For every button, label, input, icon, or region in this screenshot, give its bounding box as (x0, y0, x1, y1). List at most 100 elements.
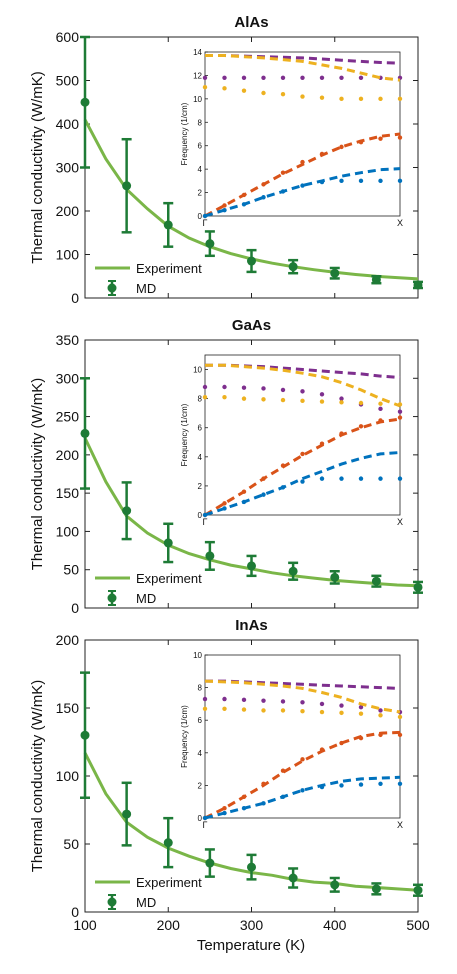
y-axis-label: Thermal conductivity (W/mK) (29, 71, 46, 264)
y-tick-label: 250 (56, 409, 80, 425)
legend: Experiment MD (95, 261, 202, 296)
inset-phonon-dispersion: 0 2 4 6 8 10 Γ X Frequency (1/cm) (180, 354, 403, 527)
y-tick-label: 200 (56, 632, 80, 648)
md-point (205, 551, 215, 561)
inset-md-dot (241, 192, 247, 198)
inset-y-axis-label: Frequency (1/cm) (180, 705, 189, 768)
inset-dispersion-line (204, 730, 401, 820)
inset-md-dot (222, 203, 227, 208)
y-tick-label: 0 (71, 290, 79, 306)
legend: Experiment MD (95, 571, 202, 606)
inset-md-dot (222, 384, 227, 390)
inset-md-dot (280, 699, 286, 704)
inset-md-dot (300, 451, 305, 457)
inset-md-dot (280, 768, 286, 773)
md-point (288, 566, 298, 576)
inset-md-dot (202, 394, 208, 400)
inset-md-dot (280, 708, 286, 713)
inset-md-dot (222, 75, 227, 80)
inset-md-dot (378, 713, 383, 718)
inset-md-dot (378, 781, 383, 786)
inset-md-dot (378, 476, 383, 481)
md-point (330, 268, 340, 278)
inset-md-dot (300, 479, 305, 484)
y-tick-label: 100 (56, 768, 80, 784)
md-point (163, 538, 173, 548)
inset-md-dot (397, 415, 403, 420)
y-tick-label: 400 (56, 116, 80, 132)
md-point (371, 275, 381, 285)
inset-md-dot (280, 397, 286, 403)
inset-x-tick-label: X (397, 218, 403, 228)
legend-md-marker (107, 897, 117, 907)
inset-md-dot (241, 88, 247, 93)
x-tick-label: 300 (240, 917, 264, 933)
inset-y-tick-label: 6 (198, 424, 203, 433)
inset-md-dot (397, 476, 403, 481)
inset-dispersion-line (205, 54, 401, 82)
inset-y-axis-label: Frequency (1/cm) (180, 403, 189, 466)
inset-md-dot (319, 179, 325, 185)
md-point (247, 256, 256, 266)
inset-md-dot (261, 476, 266, 481)
inset-axes-box (204, 654, 401, 819)
y-axis-label: Thermal conductivity (W/mK) (29, 680, 46, 873)
inset-y-tick-label: 2 (198, 482, 203, 491)
inset-md-dot (339, 783, 344, 788)
inset-md-dot (202, 696, 208, 702)
inset-md-dot (378, 136, 383, 141)
inset-y-tick-label: 6 (198, 142, 203, 151)
inset-md-dot (319, 75, 325, 80)
legend-md-marker (107, 283, 117, 293)
legend: Experiment MD (95, 875, 202, 910)
y-tick-label: 300 (56, 160, 80, 176)
inset-md-dot (202, 512, 208, 518)
inset-md-dot (378, 178, 383, 184)
inset-y-tick-label: 0 (198, 212, 203, 221)
inset-md-dot (319, 709, 325, 715)
inset-y-tick-label: 6 (198, 716, 203, 725)
legend-md-label: MD (136, 281, 156, 296)
inset-md-dot (378, 418, 383, 423)
inset-md-dot (241, 385, 247, 390)
md-point (247, 561, 256, 571)
legend-md-label: MD (136, 895, 156, 910)
inset-md-dot (300, 398, 305, 404)
inset-y-tick-label: 14 (193, 48, 202, 57)
legend-experiment-label: Experiment (136, 571, 202, 586)
inset-md-dot (202, 84, 208, 90)
md-point (371, 576, 381, 586)
md-point (413, 885, 423, 895)
inset-md-dot (241, 707, 247, 712)
y-tick-label: 300 (56, 370, 80, 386)
inset-md-dot (319, 95, 325, 100)
inset-md-dot (319, 747, 325, 752)
inset-y-tick-label: 12 (193, 71, 202, 80)
inset-md-dot (339, 710, 344, 716)
inset-md-dot (222, 207, 227, 213)
inset-md-dot (358, 178, 364, 184)
inset-md-dot (319, 392, 325, 397)
legend-experiment-label: Experiment (136, 261, 202, 276)
inset-md-dot (222, 501, 227, 506)
inset-md-dot (241, 697, 247, 703)
inset-md-dot (397, 135, 403, 140)
inset-md-dot (378, 401, 383, 406)
x-tick-label: 100 (73, 917, 97, 933)
md-point (122, 809, 132, 819)
inset-md-dot (358, 476, 364, 481)
inset-md-dot (300, 75, 305, 80)
inset-y-tick-label: 4 (198, 749, 203, 758)
inset-md-dot (358, 735, 364, 741)
inset-md-dot (397, 732, 403, 738)
inset-md-dot (358, 782, 364, 787)
md-point (205, 858, 215, 868)
inset-md-dot (241, 489, 247, 494)
inset-md-dot (300, 159, 305, 165)
inset-phonon-dispersion: 0 2 4 6 8 10 12 14 Γ X Frequency (1/cm) (180, 48, 403, 228)
inset-dispersion-line (205, 363, 401, 408)
inset-y-tick-label: 10 (193, 366, 202, 375)
inset-dispersion-line (204, 775, 401, 820)
inset-md-dot (378, 96, 383, 102)
